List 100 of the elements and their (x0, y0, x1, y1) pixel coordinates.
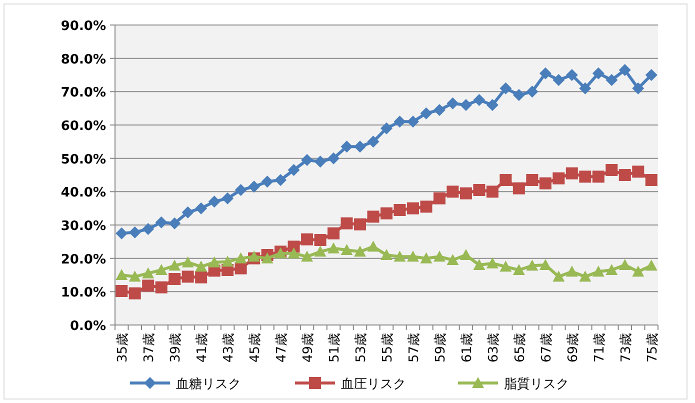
point (579, 170, 592, 183)
point (142, 280, 154, 292)
point (592, 170, 604, 183)
point (645, 69, 658, 81)
point (406, 202, 419, 214)
x-tick-label: 57歳 (406, 333, 422, 363)
point (168, 217, 181, 230)
point (566, 69, 578, 81)
y-tick-label: 30.0% (60, 219, 106, 234)
point (222, 192, 234, 204)
point (406, 116, 419, 128)
point (526, 260, 538, 271)
point (234, 252, 247, 264)
point (512, 89, 525, 101)
y-tick-label: 40.0% (60, 186, 106, 201)
point (116, 285, 128, 297)
x-tick-label: 49歳 (301, 333, 316, 363)
point (394, 116, 406, 128)
point (539, 177, 552, 190)
point (618, 169, 631, 181)
point (155, 216, 168, 228)
y-tick-label: 80.0% (60, 52, 106, 68)
point (433, 250, 446, 262)
point (128, 226, 141, 238)
point (500, 260, 512, 272)
point (552, 74, 565, 86)
point (486, 99, 498, 111)
point (420, 107, 432, 120)
point (486, 186, 498, 198)
point (473, 184, 486, 196)
x-tick-label: 73歳 (618, 333, 634, 363)
point (526, 86, 538, 98)
point (195, 271, 208, 284)
point (354, 140, 366, 153)
point (195, 202, 208, 214)
point (552, 270, 565, 282)
point (592, 266, 604, 277)
y-tick-label: 70.0% (60, 86, 106, 101)
x-tick-label: 47歳 (274, 333, 290, 363)
point (380, 122, 392, 134)
point (632, 166, 644, 178)
point (261, 252, 274, 264)
x-tick-label: 59歳 (433, 333, 448, 363)
point (222, 256, 234, 267)
x-tick-label: 69歳 (566, 333, 581, 363)
point (208, 256, 220, 268)
point (473, 94, 486, 106)
point (512, 264, 525, 275)
point (539, 67, 552, 80)
point (128, 270, 141, 282)
point (328, 152, 340, 164)
x-tick-label: 67歳 (539, 333, 554, 363)
point (234, 184, 247, 196)
x-tick-label: 63歳 (486, 333, 502, 363)
point (632, 82, 644, 94)
x-tick-label: 61歳 (460, 333, 475, 363)
point (328, 227, 340, 240)
point (195, 260, 208, 272)
point (248, 180, 260, 193)
x-tick-label: 35歳 (116, 333, 131, 363)
point (618, 259, 631, 270)
point (288, 247, 300, 258)
point (618, 64, 631, 76)
point (566, 266, 578, 277)
point (645, 174, 658, 186)
point (314, 156, 326, 168)
point (354, 218, 366, 230)
point (394, 204, 406, 216)
x-tick-label: 55歳 (380, 333, 396, 363)
point (248, 250, 260, 262)
legend-label: 血糖リスク (176, 377, 241, 392)
point (380, 207, 392, 220)
point (274, 174, 287, 186)
point (288, 164, 300, 176)
point (128, 287, 141, 300)
point (380, 249, 392, 260)
point (579, 270, 592, 282)
point (168, 273, 181, 285)
x-tick-label: 39歳 (168, 333, 184, 363)
point (512, 182, 525, 194)
y-tick-label: 60.0% (60, 119, 106, 134)
point (208, 196, 220, 208)
point (446, 186, 459, 198)
legend-label: 血圧リスク (341, 377, 406, 392)
point (367, 136, 380, 148)
point (340, 140, 353, 153)
point (460, 187, 472, 200)
point (182, 206, 194, 218)
point (168, 260, 181, 271)
point (301, 233, 314, 246)
point (301, 154, 314, 166)
x-tick-label: 71歳 (592, 333, 608, 363)
point (116, 227, 128, 240)
y-tick-label: 20.0% (60, 252, 106, 268)
x-tick-label: 75歳 (645, 333, 660, 363)
point (526, 174, 538, 186)
point (433, 104, 446, 116)
point (314, 234, 326, 246)
point (394, 250, 406, 262)
point (606, 264, 618, 275)
